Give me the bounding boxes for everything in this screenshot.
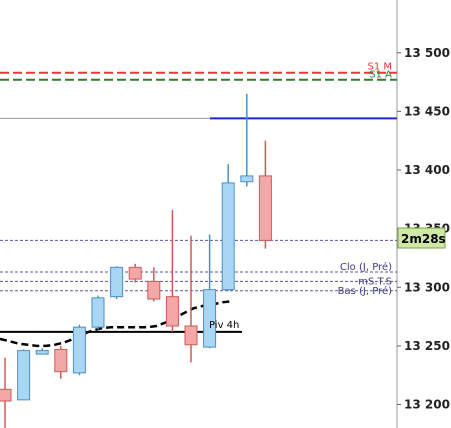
countdown-box (397, 227, 446, 249)
candle (128, 263, 142, 283)
candle-body (128, 266, 142, 280)
candle-body (72, 326, 86, 374)
level-label: Bas (J, Pré) (338, 285, 392, 297)
candle (110, 266, 124, 300)
candle-body (35, 350, 49, 355)
candle-body (221, 182, 235, 291)
level-label: Clo (J, Pré) (340, 261, 392, 273)
candle (91, 295, 105, 330)
y-tick-label: 13 200 (404, 398, 450, 412)
candle (221, 164, 235, 291)
y-tick-label: 13 250 (404, 339, 450, 353)
candle-body (165, 296, 179, 327)
countdown-text: 2m28s (401, 232, 446, 246)
level-label: S1 M (367, 62, 392, 73)
candle (165, 209, 179, 332)
levels-layer (0, 71, 397, 333)
countdown-badge: 2m28s (397, 227, 446, 249)
y-tick-label: 13 450 (404, 104, 450, 118)
candles-layer (0, 93, 272, 428)
candle (184, 235, 198, 363)
candle-body (17, 350, 31, 401)
y-tick-label: 13 400 (404, 163, 450, 177)
candle (258, 140, 272, 249)
candle (147, 267, 161, 302)
level-label: S1 A (369, 70, 392, 81)
candle-body (91, 297, 105, 328)
candle (35, 348, 49, 355)
candle-body (147, 280, 161, 300)
candle-body (240, 175, 254, 183)
candle (240, 93, 254, 187)
candle-body (258, 175, 272, 241)
candle-body (184, 325, 198, 346)
level-label: mS.T.S (358, 276, 392, 287)
candle-body (110, 266, 124, 298)
candle (203, 234, 217, 349)
candle-body (54, 348, 68, 373)
candle (72, 324, 86, 376)
candle-body (203, 289, 217, 348)
candle (0, 357, 12, 428)
y-tick-label: 13 300 (404, 280, 450, 294)
candle (17, 349, 31, 401)
candle (54, 345, 68, 379)
y-tick-label: 13 500 (404, 46, 450, 60)
candle-body (0, 388, 12, 402)
level-label: Piv 4h (209, 320, 239, 331)
